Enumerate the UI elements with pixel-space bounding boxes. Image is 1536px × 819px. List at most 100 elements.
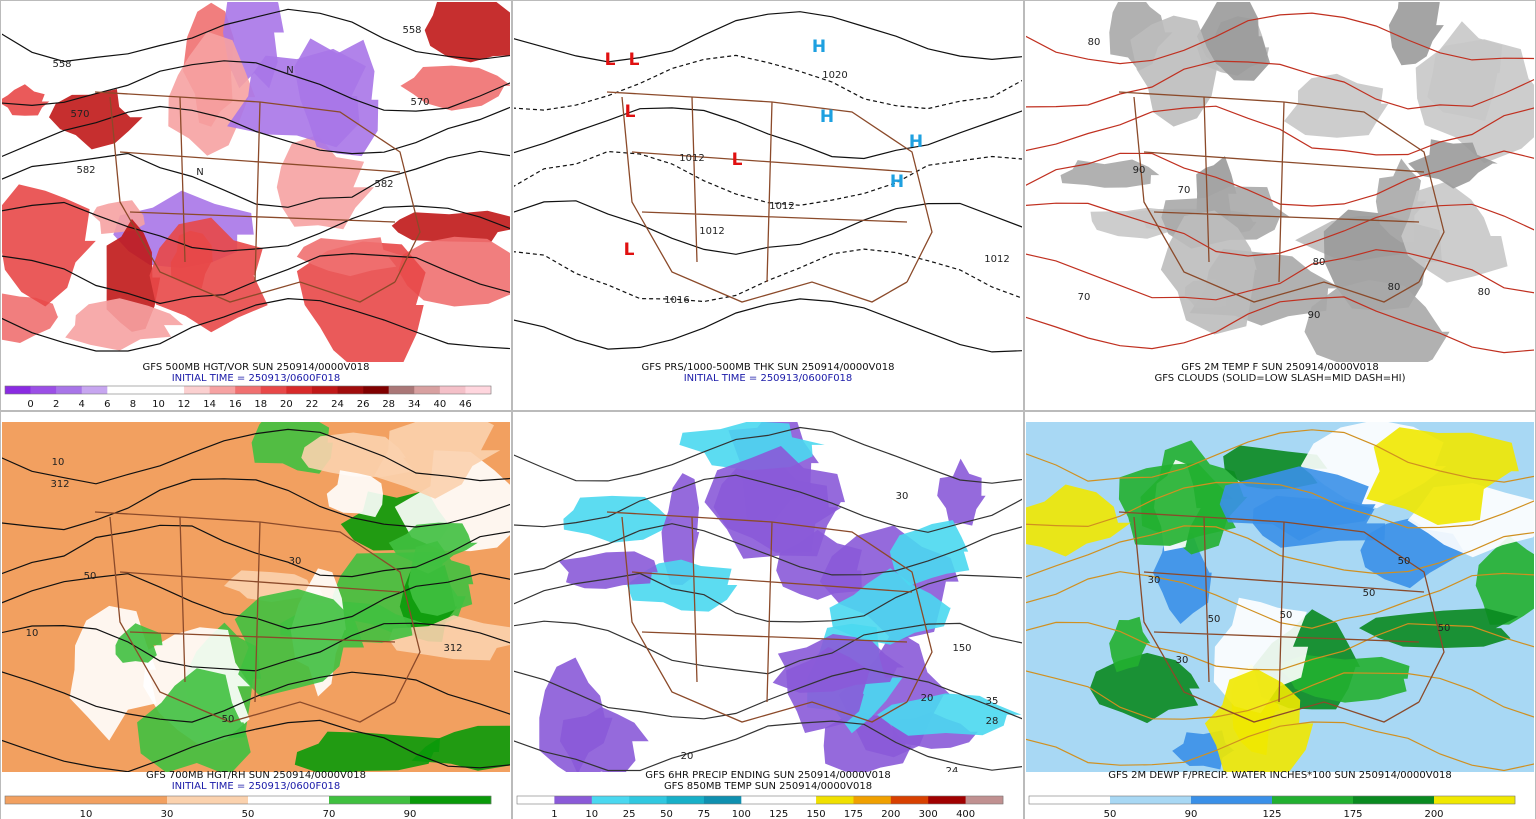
contour: [514, 11, 1022, 63]
map-label: 50: [464, 771, 477, 782]
colorbar-swatch: [107, 386, 134, 394]
map-label: 10: [52, 457, 65, 468]
colorbar-label: 26: [357, 399, 370, 410]
colorbar-label: 50: [242, 809, 255, 819]
field-shading: [1160, 210, 1257, 335]
colorbar-label: 200: [881, 809, 900, 819]
map-label: 70: [1178, 185, 1191, 196]
map-label: 312: [50, 479, 69, 490]
colorbar-swatch: [666, 796, 705, 804]
colorbar-label: 12: [178, 399, 191, 410]
contour: [514, 572, 1022, 623]
colorbar-label: 10: [585, 809, 598, 819]
contour: [514, 426, 1022, 484]
map-label: 50: [1438, 623, 1451, 634]
colorbar-swatch: [167, 796, 249, 804]
field-shading: [411, 725, 510, 771]
map-label: 90: [1133, 165, 1146, 176]
map-label: 35: [986, 696, 999, 707]
colorbar-label: 22: [306, 399, 319, 410]
caption: GFS 500MB HGT/VOR SUN 250914/0000V018: [143, 362, 370, 373]
colorbar-swatch: [209, 386, 236, 394]
colorbar-swatch: [311, 386, 338, 394]
colorbar-label: 2: [53, 399, 59, 410]
contour: [1026, 571, 1534, 629]
colorbar-swatch: [410, 796, 492, 804]
caption: GFS PRS/1000-500MB THK SUN 250914/0000V0…: [642, 362, 895, 373]
colorbar-label: 24: [331, 399, 344, 410]
field-shading: [937, 458, 986, 526]
contour: [2, 105, 510, 158]
colorbar-swatch: [465, 386, 492, 394]
field-shading: [704, 446, 845, 559]
map-label: 1016: [664, 295, 689, 306]
panel: 80 70 90 80 80 70 90 80 GFS 2M TEMP F SUN 250914…: [1024, 0, 1536, 411]
field-shading: [296, 237, 406, 277]
contour: [2, 671, 510, 723]
map-label: L: [624, 240, 635, 260]
colorbar-swatch: [5, 386, 31, 394]
map-label: L: [732, 150, 743, 170]
map-label: 28: [986, 716, 999, 727]
map-label: L: [625, 102, 636, 122]
contour: [2, 572, 510, 630]
contour: [1026, 429, 1534, 483]
map-label: H: [890, 172, 904, 192]
caption: GFS 850MB TEMP SUN 250914/0000V018: [664, 781, 872, 792]
colorbar-label: 30: [161, 809, 174, 819]
colorbar-swatch: [1191, 796, 1273, 804]
colorbar-label: 8: [130, 399, 136, 410]
field-shading: [558, 551, 658, 589]
contour: [1026, 481, 1534, 529]
contour: [2, 478, 510, 531]
map-label: 30: [1148, 575, 1161, 586]
map-background: [514, 2, 1022, 362]
contour: [514, 298, 1022, 353]
contour: [514, 54, 1022, 111]
field-shading: [149, 217, 268, 333]
map: 558 570 582 582 558 570 N N: [2, 2, 510, 362]
colorbar-swatch: [5, 796, 87, 804]
colorbar-swatch: [235, 386, 262, 394]
contour: [514, 523, 1022, 576]
map-label: 1020: [822, 70, 847, 81]
caption: GFS 2M DEWP F/PRECIP. WATER INCHES*100 S…: [1108, 770, 1451, 781]
colorbar-swatch: [260, 386, 287, 394]
map-label: 312: [443, 643, 462, 654]
colorbar-label: 300: [919, 809, 938, 819]
map-label: 80: [1478, 287, 1491, 298]
colorbar-swatch: [591, 796, 630, 804]
map-label: 30: [896, 491, 909, 502]
contour: [1026, 150, 1534, 207]
field-shading: [1284, 73, 1389, 138]
colorbar-label: 400: [956, 809, 975, 819]
colorbar-swatch: [86, 796, 168, 804]
field-shading: [1130, 15, 1220, 127]
map-label: 50: [84, 571, 97, 582]
contour: [1026, 721, 1534, 772]
colorbar-swatch: [56, 386, 83, 394]
caption: GFS 700MB HGT/RH SUN 250914/0000V018: [146, 770, 366, 781]
map-label: 1012: [679, 153, 704, 164]
colorbar-swatch: [517, 796, 555, 804]
map-label: 30: [1176, 655, 1189, 666]
colorbar-swatch: [337, 386, 364, 394]
map-label: 24: [946, 766, 959, 777]
contour: [1026, 525, 1534, 578]
contour: [514, 720, 1022, 772]
colorbar-label: 100: [732, 809, 751, 819]
contour: [2, 150, 510, 208]
caption: INITIAL TIME = 250913/0600F018: [172, 781, 341, 792]
field-shading: [234, 589, 364, 697]
map-label: 150: [952, 643, 971, 654]
contour: [2, 428, 510, 485]
colorbar-swatch: [965, 796, 1004, 804]
border: [94, 91, 421, 303]
field-shading: [2, 293, 59, 343]
contour: [1026, 670, 1534, 720]
colorbar-label: 46: [459, 399, 472, 410]
map-label: 1012: [699, 226, 724, 237]
